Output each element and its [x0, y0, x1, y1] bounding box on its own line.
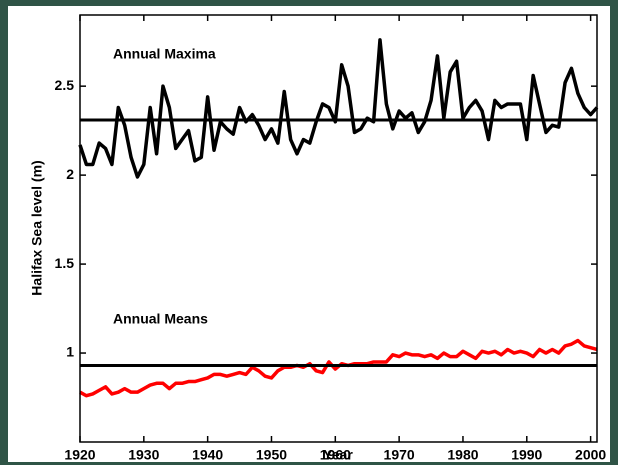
- annotation: Annual Maxima: [113, 46, 216, 62]
- y-tick-label: 2: [66, 166, 74, 182]
- x-tick-label: 1930: [128, 447, 159, 463]
- y-tick-label: 2.5: [55, 77, 75, 93]
- y-axis-label: Halifax Sea level (m): [29, 160, 45, 295]
- background: [8, 6, 610, 462]
- y-tick-label: 1.5: [55, 255, 75, 271]
- annotation: Annual Means: [113, 311, 208, 327]
- x-tick-label: 2000: [575, 447, 606, 463]
- y-tick-label: 1: [66, 344, 74, 360]
- data-line: [78, 38, 599, 179]
- x-tick-label: 1920: [64, 447, 95, 463]
- x-tick-label: 1990: [511, 447, 542, 463]
- x-tick-label: 1940: [192, 447, 223, 463]
- x-tick-label: 1970: [384, 447, 415, 463]
- x-axis-label: Year: [323, 447, 353, 463]
- plot-frame: [79, 14, 598, 443]
- x-tick-label: 1980: [447, 447, 478, 463]
- x-tick-label: 1950: [256, 447, 287, 463]
- x-tick-label: 1960: [320, 447, 351, 463]
